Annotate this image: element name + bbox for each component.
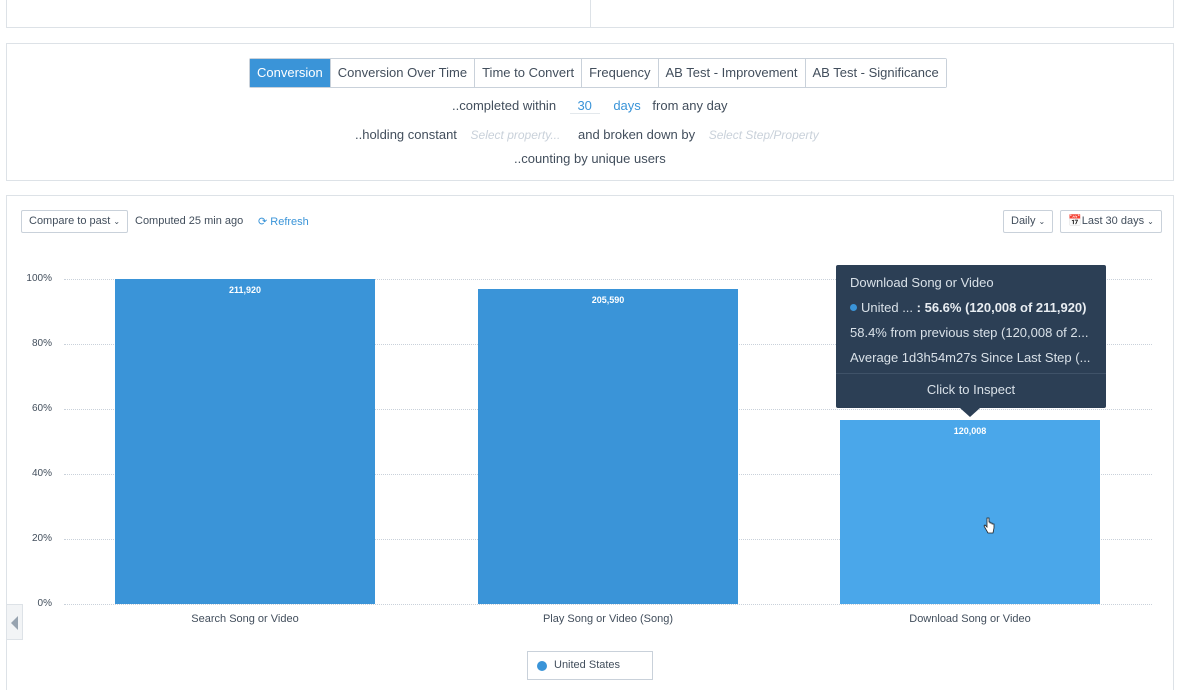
tooltip-from-previous: 58.4% from previous step (120,008 of 2..…: [850, 325, 1089, 340]
tab-frequency[interactable]: Frequency: [582, 59, 659, 87]
date-range-dropdown[interactable]: 📅Last 30 days ⌄: [1060, 210, 1162, 233]
holding-property-select[interactable]: Select property...: [470, 128, 561, 142]
tab-ab-test-significance[interactable]: AB Test - Significance: [805, 59, 946, 87]
bar-value-label: 205,590: [591, 294, 625, 305]
click-to-inspect-button[interactable]: Click to Inspect: [926, 382, 1016, 397]
completed-within-label: ..completed within: [452, 98, 557, 113]
series-dot-icon: [850, 304, 857, 311]
tooltip-series-name: United ...: [861, 300, 914, 315]
chevron-left-icon: [11, 616, 18, 630]
interval-label: Daily: [1011, 215, 1036, 227]
x-axis-category-label: Play Song or Video (Song): [542, 613, 674, 625]
y-tick-label: 40%: [31, 468, 52, 479]
chart-type-tabs: Conversion Conversion Over Time Time to …: [249, 58, 947, 88]
days-input[interactable]: 30: [569, 98, 600, 114]
tab-conversion[interactable]: Conversion: [250, 59, 331, 87]
date-range-label: Last 30 days: [1081, 215, 1145, 227]
hand-cursor-icon: [983, 517, 995, 534]
scroll-left-button[interactable]: [6, 604, 23, 640]
computed-status: Computed 25 min ago: [135, 215, 244, 227]
bar-value-label: 120,008: [953, 426, 987, 437]
tooltip-divider: [836, 373, 1106, 374]
interval-dropdown[interactable]: Daily ⌄: [1003, 210, 1054, 233]
chevron-down-icon: ⌄: [1147, 217, 1154, 226]
tooltip-series-row: United ... : 56.6% (120,008 of 211,920): [850, 300, 1087, 315]
tab-ab-test-improvement[interactable]: AB Test - Improvement: [658, 59, 806, 87]
tooltip-average-time: Average 1d3h54m27s Since Last Step (...: [850, 350, 1091, 365]
tab-time-to-convert[interactable]: Time to Convert: [475, 59, 583, 87]
breakdown-property-select[interactable]: Select Step/Property: [708, 128, 819, 142]
x-axis-category-label: Download Song or Video: [909, 613, 1031, 625]
refresh-label: Refresh: [270, 216, 309, 228]
refresh-icon: ⟳: [258, 216, 268, 228]
refresh-button[interactable]: ⟳ Refresh: [258, 215, 309, 228]
counting-by-dropdown[interactable]: ..counting by unique users: [514, 151, 666, 166]
top-panel-strip: [6, 0, 1174, 28]
chart-bar[interactable]: [115, 279, 375, 604]
y-tick-label: 80%: [31, 338, 52, 349]
chart-bar[interactable]: [478, 288, 738, 604]
from-any-day-dropdown[interactable]: from any day: [652, 98, 728, 113]
compare-to-past-button[interactable]: Compare to past ⌄: [21, 210, 129, 233]
holding-constant-row: ..holding constant Select property... an…: [355, 127, 819, 142]
compare-to-past-label: Compare to past: [29, 215, 111, 227]
bar-value-label: 211,920: [228, 285, 262, 295]
y-tick-label: 20%: [31, 533, 52, 544]
tooltip-title: Download Song or Video: [850, 275, 994, 290]
completed-within-row: ..completed within 30 days from any day: [452, 98, 728, 114]
chart-legend-item[interactable]: United States: [527, 651, 653, 680]
counting-by-row: ..counting by unique users: [514, 151, 666, 166]
top-panel-divider: [590, 0, 591, 27]
tooltip-arrow: [960, 408, 980, 417]
chevron-down-icon: ⌄: [113, 217, 121, 226]
chart-tooltip[interactable]: Download Song or Video United ... : 56.6…: [836, 265, 1106, 417]
funnel-settings-panel: Conversion Conversion Over Time Time to …: [6, 43, 1174, 181]
holding-constant-label: ..holding constant: [355, 127, 457, 142]
grid-line: [64, 279, 1152, 280]
legend-label: United States: [554, 659, 621, 671]
x-axis-category-label: Search Song or Video: [191, 613, 299, 625]
tab-conversion-over-time[interactable]: Conversion Over Time: [330, 59, 476, 87]
y-tick-label: 0%: [37, 598, 52, 609]
y-tick-label: 60%: [31, 403, 52, 414]
days-unit-dropdown[interactable]: days: [613, 98, 641, 113]
calendar-icon: 📅: [1068, 215, 1082, 227]
chart-bar[interactable]: [840, 420, 1100, 604]
broken-down-by-label: and broken down by: [577, 127, 696, 142]
grid-line: [64, 604, 1152, 605]
y-tick-label: 100%: [26, 273, 52, 284]
legend-dot-icon: [537, 661, 547, 671]
chevron-down-icon: ⌄: [1038, 217, 1046, 226]
tooltip-series-value: : 56.6% (120,008 of 211,920): [916, 300, 1087, 315]
